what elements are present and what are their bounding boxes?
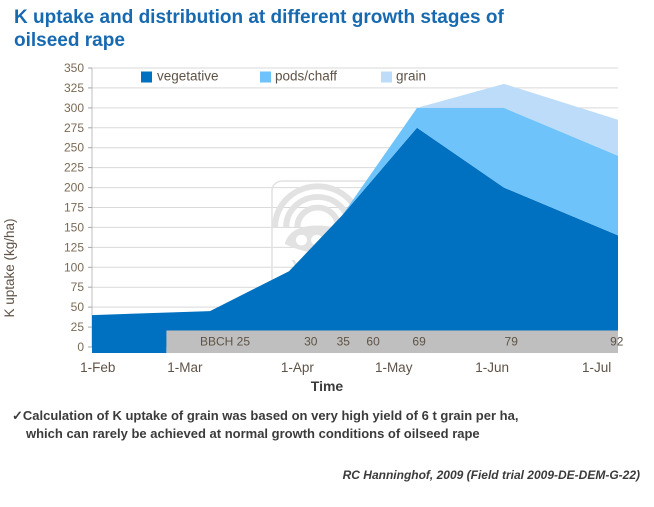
svg-text:1-Jul: 1-Jul [582, 360, 611, 375]
svg-text:1-Feb: 1-Feb [80, 360, 115, 375]
svg-text:79: 79 [505, 335, 519, 349]
svg-text:1-Jun: 1-Jun [475, 360, 509, 375]
svg-text:350: 350 [64, 61, 84, 75]
svg-text:1-May: 1-May [375, 360, 413, 375]
svg-text:50: 50 [71, 300, 85, 314]
svg-text:125: 125 [64, 240, 84, 254]
svg-text:35: 35 [337, 335, 351, 349]
svg-text:grain: grain [396, 69, 426, 84]
svg-text:75: 75 [71, 280, 85, 294]
svg-text:60: 60 [366, 335, 380, 349]
svg-text:69: 69 [412, 335, 426, 349]
svg-text:92: 92 [610, 335, 624, 349]
svg-text:175: 175 [64, 201, 84, 215]
svg-text:BBCH 25: BBCH 25 [200, 335, 250, 349]
svg-text:0: 0 [77, 340, 84, 354]
svg-text:1-Mar: 1-Mar [167, 360, 203, 375]
svg-text:100: 100 [64, 260, 84, 274]
svg-text:1-Apr: 1-Apr [281, 360, 315, 375]
svg-text:325: 325 [64, 81, 84, 95]
svg-text:30: 30 [304, 335, 318, 349]
svg-text:K uptake (kg/ha): K uptake (kg/ha) [2, 218, 17, 317]
svg-text:275: 275 [64, 121, 84, 135]
svg-text:150: 150 [64, 220, 84, 234]
svg-text:250: 250 [64, 141, 84, 155]
svg-text:vegetative: vegetative [157, 69, 219, 84]
svg-text:pods/chaff: pods/chaff [275, 69, 337, 84]
svg-text:25: 25 [71, 320, 85, 334]
svg-text:225: 225 [64, 161, 84, 175]
svg-text:200: 200 [64, 181, 84, 195]
svg-text:300: 300 [64, 101, 84, 115]
